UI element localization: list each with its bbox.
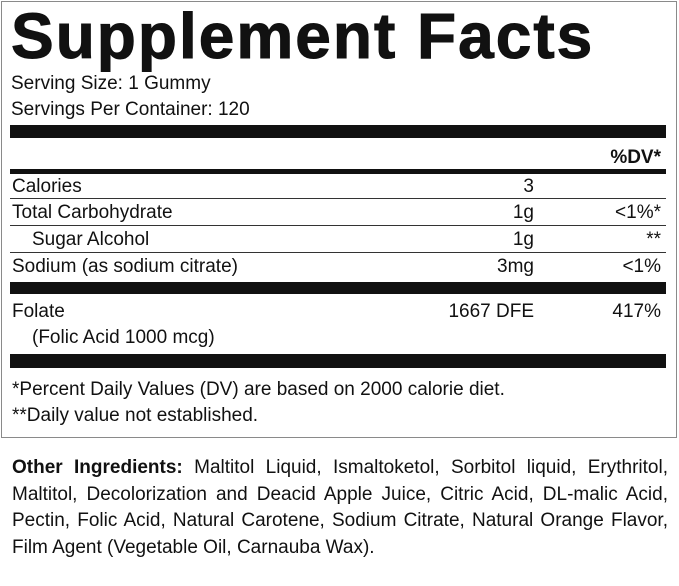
row-folate-name: Folate [12,301,65,322]
panel-title: Supplement Facts [10,0,595,73]
row-calories-name: Calories [12,176,82,197]
medium-divider [10,169,666,174]
row-calories-amount: 3 [523,176,534,197]
row-carbohydrate-dv: <1%* [615,202,661,223]
row-sodium-amount: 3mg [497,256,534,277]
other-ingredients-label: Other Ingredients: [12,457,183,478]
thick-divider-middle [10,282,666,294]
row-carbohydrate-name: Total Carbohydrate [12,202,173,223]
row-sodium-dv: <1% [622,256,661,277]
footnote-daily-value: **Daily value not established. [12,405,259,426]
servings-per-container: Servings Per Container: 120 [11,99,250,120]
row-divider [10,198,666,199]
supplement-facts-panel [1,1,677,438]
row-divider [10,225,666,226]
other-ingredients-text: Maltitol Liquid, Ismaltoketol, Sorbitol … [12,457,669,558]
row-carbohydrate-amount: 1g [512,202,534,223]
footnote-dv: *Percent Daily Values (DV) are based on … [12,379,505,400]
row-folate-dv: 417% [612,301,661,322]
row-folate-amount: 1667 DFE [448,301,534,322]
thick-divider-bottom [10,354,666,368]
row-sugar-alcohol-name: Sugar Alcohol [32,229,150,250]
row-sugar-alcohol-dv: ** [646,229,661,250]
row-divider [10,252,666,253]
dv-header: %DV* [610,147,661,168]
thick-divider-top [10,125,666,138]
other-ingredients: Other Ingredients: Maltitol Liquid, Isma… [12,455,668,561]
row-sodium-name: Sodium (as sodium citrate) [12,256,238,277]
row-sugar-alcohol-amount: 1g [512,229,534,250]
row-folate-sub: (Folic Acid 1000 mcg) [32,327,215,348]
serving-size: Serving Size: 1 Gummy [11,73,211,94]
